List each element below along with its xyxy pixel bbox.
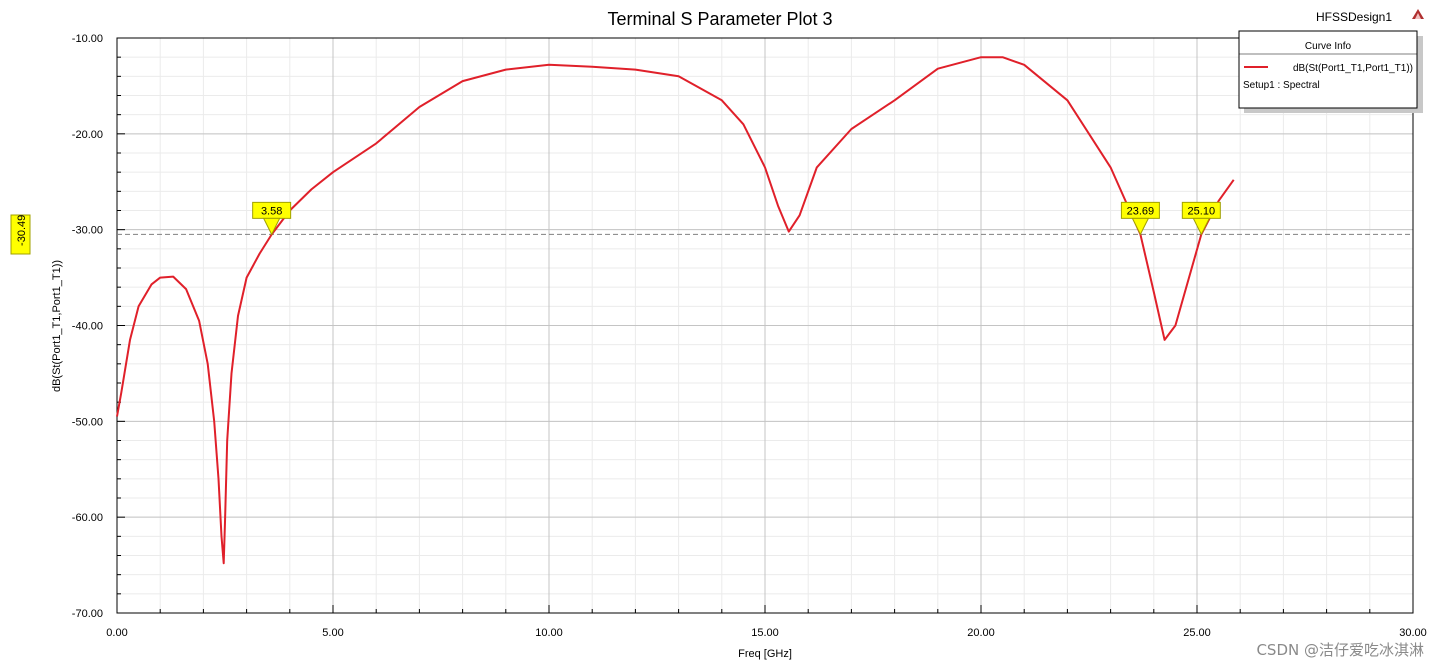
ansys-logo-icon (1412, 9, 1424, 19)
y-tick-labels: -10.00 -20.00 -30.00 -40.00 -50.00 -60.00 -70.… (72, 33, 103, 620)
y-tick-label: -20.00 (72, 129, 103, 141)
marker-pointer (1131, 217, 1150, 236)
y-axis-label: dB(St(Port1_T1,Port1_T1)) (51, 260, 63, 392)
marker-25.10[interactable]: 25.10 (1181, 201, 1221, 236)
x-tick-labels: 0.00 5.00 10.00 15.00 20.00 25.00 30.00 (106, 627, 1426, 639)
marker-pointer (1192, 217, 1211, 236)
y-tick-label: -50.00 (72, 416, 103, 428)
x-axis-label: Freq [GHz] (738, 648, 792, 660)
legend-title: Curve Info (1305, 41, 1352, 52)
series-line-s11 (116, 56, 1235, 565)
y-tick-label: -10.00 (72, 33, 103, 45)
svg-text:-30.49: -30.49 (16, 215, 28, 246)
marker-pointer (262, 217, 281, 236)
legend-box[interactable]: Curve Info dB(St(Port1_T1,Port1_T1)) Set… (1238, 30, 1423, 113)
watermark-text: CSDN @洁仔爱吃冰淇淋 (1256, 641, 1424, 659)
y-tick-label: -70.00 (72, 608, 103, 620)
x-tick-label: 15.00 (751, 627, 779, 639)
marker-3.58[interactable]: 3.58 (252, 201, 292, 236)
x-tick-label: 30.00 (1399, 627, 1427, 639)
major-grid (116, 37, 1414, 614)
marker-label: 25.10 (1188, 205, 1216, 217)
legend-curve-name: dB(St(Port1_T1,Port1_T1)) (1293, 63, 1413, 74)
reference-value-badge[interactable]: -30.49 (10, 214, 31, 255)
marker-label: 23.69 (1127, 205, 1155, 217)
legend-setup-name: Setup1 : Spectral (1243, 80, 1320, 91)
markers[interactable]: 3.58 23.69 25.10 (252, 201, 1221, 236)
marker-23.69[interactable]: 23.69 (1120, 201, 1160, 236)
x-tick-label: 0.00 (106, 627, 127, 639)
x-tick-label: 10.00 (535, 627, 563, 639)
y-tick-label: -40.00 (72, 321, 103, 333)
x-tick-label: 25.00 (1183, 627, 1211, 639)
y-tick-label: -60.00 (72, 512, 103, 524)
plot-title: Terminal S Parameter Plot 3 (607, 9, 832, 29)
y-tick-label: -30.00 (72, 225, 103, 237)
design-name: HFSSDesign1 (1316, 10, 1392, 24)
x-tick-label: 20.00 (967, 627, 995, 639)
minor-ticks (116, 37, 1414, 614)
marker-label: 3.58 (261, 205, 282, 217)
x-tick-label: 5.00 (322, 627, 343, 639)
